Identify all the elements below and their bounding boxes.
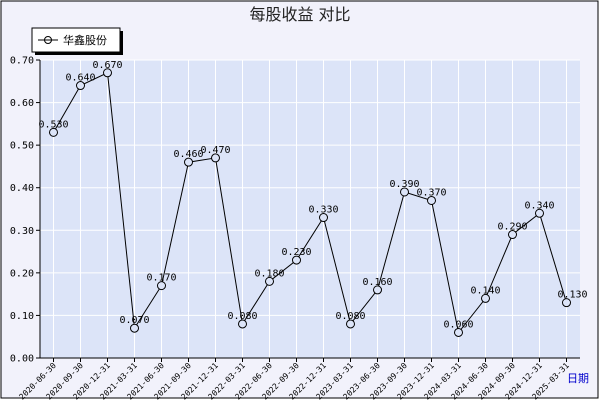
data-label: 0.180 bbox=[254, 268, 284, 279]
data-point-marker bbox=[508, 230, 517, 240]
data-label: 0.170 bbox=[146, 273, 176, 284]
data-label: 0.080 bbox=[227, 311, 257, 322]
grid-lines bbox=[40, 59, 580, 358]
series-line bbox=[53, 72, 567, 334]
data-label: 0.160 bbox=[362, 277, 392, 288]
data-point-marker bbox=[265, 276, 274, 286]
data-points bbox=[49, 68, 571, 337]
y-tick-label: 0.00 bbox=[10, 354, 34, 365]
data-point-marker bbox=[346, 319, 355, 329]
data-label: 0.080 bbox=[335, 311, 365, 322]
y-tick-label: 0.60 bbox=[10, 98, 34, 109]
data-label: 0.340 bbox=[524, 200, 554, 211]
data-label: 0.370 bbox=[416, 187, 446, 198]
data-label: 0.670 bbox=[92, 60, 122, 71]
legend-series-name: 华鑫股份 bbox=[63, 33, 107, 47]
data-label: 0.530 bbox=[38, 119, 68, 130]
chart-title: 每股收益 对比 bbox=[249, 5, 350, 24]
y-tick-label: 0.40 bbox=[10, 183, 34, 194]
data-label: 0.130 bbox=[557, 290, 587, 301]
data-point-marker bbox=[157, 281, 166, 291]
data-label: 0.290 bbox=[497, 222, 527, 233]
y-tick-labels: 0.00 0.10 0.20 0.30 0.40 0.50 0.60 0.70 bbox=[10, 56, 34, 365]
data-label: 0.070 bbox=[119, 315, 149, 326]
data-point-marker bbox=[373, 285, 382, 295]
data-point-marker bbox=[481, 293, 490, 303]
data-label: 0.230 bbox=[281, 247, 311, 258]
y-tick-label: 0.50 bbox=[10, 141, 34, 152]
data-label: 0.390 bbox=[389, 179, 419, 190]
data-label: 0.460 bbox=[173, 149, 203, 160]
data-point-marker bbox=[211, 153, 220, 163]
data-point-marker bbox=[103, 68, 112, 78]
data-point-marker bbox=[130, 323, 139, 333]
series-lines bbox=[53, 72, 567, 334]
data-label: 0.470 bbox=[200, 145, 230, 156]
data-point-marker bbox=[454, 327, 463, 337]
data-point-marker bbox=[238, 319, 247, 329]
data-label: 0.640 bbox=[65, 73, 95, 84]
data-point-marker bbox=[562, 298, 571, 308]
data-point-marker bbox=[535, 208, 544, 218]
data-label: 0.060 bbox=[443, 319, 473, 330]
legend: 华鑫股份 bbox=[31, 27, 123, 55]
data-label: 0.330 bbox=[308, 205, 338, 216]
data-point-marker bbox=[49, 127, 58, 137]
data-point-marker bbox=[400, 187, 409, 197]
data-point-marker bbox=[76, 81, 85, 91]
y-tick-label: 0.20 bbox=[10, 268, 34, 279]
plot-area bbox=[40, 60, 580, 358]
data-point-marker bbox=[292, 255, 301, 265]
y-tick-label: 0.30 bbox=[10, 226, 34, 237]
data-point-marker bbox=[184, 157, 193, 167]
y-tick-label: 0.10 bbox=[10, 311, 34, 322]
y-tick-label: 0.70 bbox=[10, 56, 34, 67]
data-point-marker bbox=[319, 213, 328, 223]
legend-marker-icon bbox=[44, 36, 52, 44]
data-label: 0.140 bbox=[470, 285, 500, 296]
axes bbox=[36, 59, 580, 362]
x-axis-title: 日期 bbox=[567, 372, 589, 385]
data-point-marker bbox=[427, 195, 436, 205]
